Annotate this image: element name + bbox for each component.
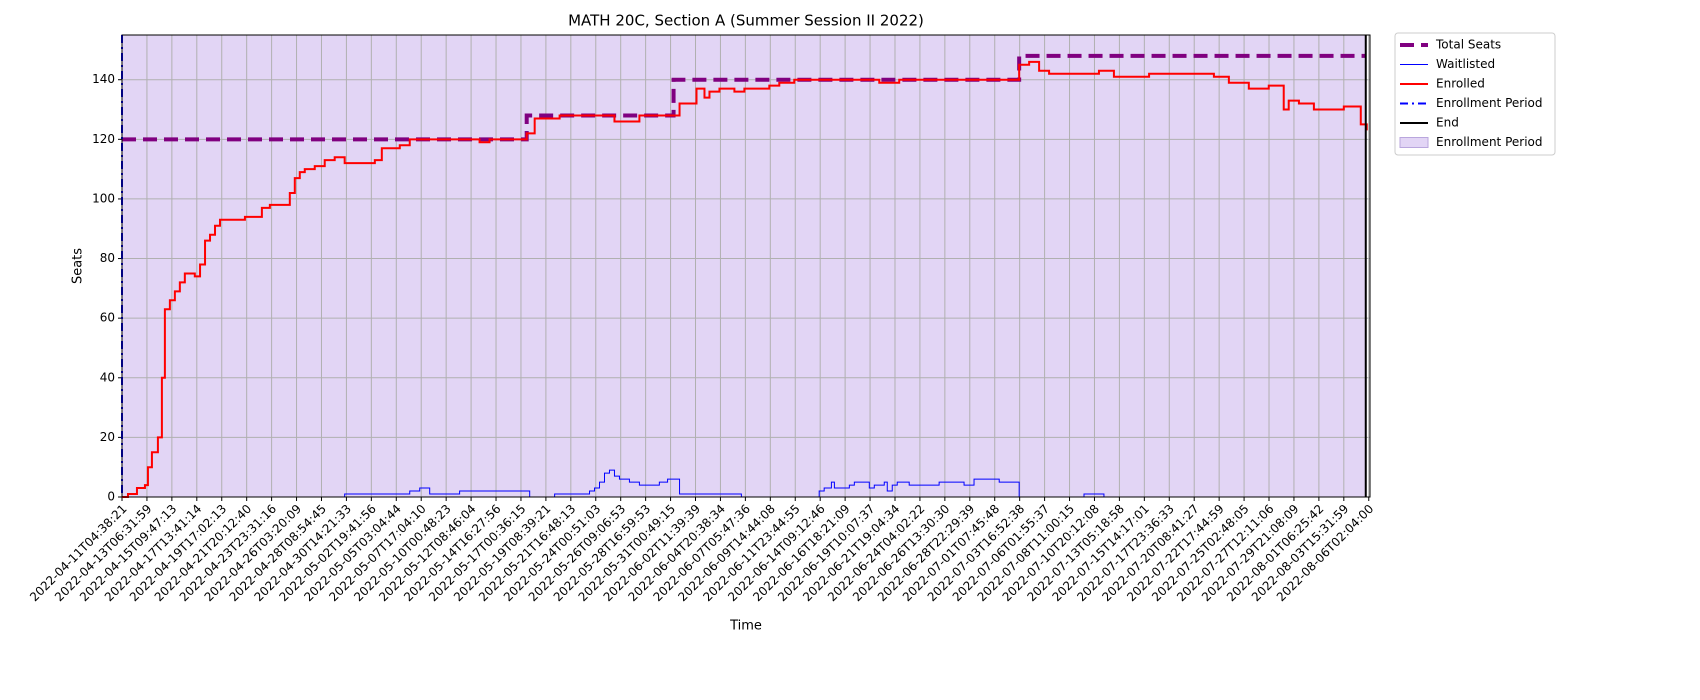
y-axis-label: Seats xyxy=(71,248,86,284)
chart-title: MATH 20C, Section A (Summer Session II 2… xyxy=(568,12,924,30)
legend-label: Waitlisted xyxy=(1436,57,1495,71)
enrollment-span xyxy=(122,35,1366,497)
legend-label: Enrolled xyxy=(1436,77,1485,91)
legend-swatch xyxy=(1399,137,1429,148)
legend-label: Enrollment Period xyxy=(1436,135,1542,149)
y-tick-label: 60 xyxy=(100,311,115,325)
y-tick-label: 40 xyxy=(100,370,115,384)
y-tick-label: 0 xyxy=(107,490,115,504)
y-tick-label: 80 xyxy=(100,251,115,265)
legend-label: Total Seats xyxy=(1435,38,1501,52)
y-tick-label: 140 xyxy=(92,72,115,86)
y-tick-label: 120 xyxy=(92,132,115,146)
y-tick-label: 20 xyxy=(100,430,115,444)
legend-label: End xyxy=(1436,116,1459,130)
y-tick-label: 100 xyxy=(92,191,115,205)
legend-label: Enrollment Period xyxy=(1436,96,1542,110)
x-axis-label: Time xyxy=(729,619,762,634)
series-line xyxy=(122,60,1368,498)
legend-box xyxy=(1394,32,1556,156)
plot-frame xyxy=(121,34,1371,498)
